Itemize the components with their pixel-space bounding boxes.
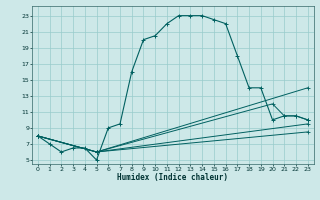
X-axis label: Humidex (Indice chaleur): Humidex (Indice chaleur) bbox=[117, 173, 228, 182]
